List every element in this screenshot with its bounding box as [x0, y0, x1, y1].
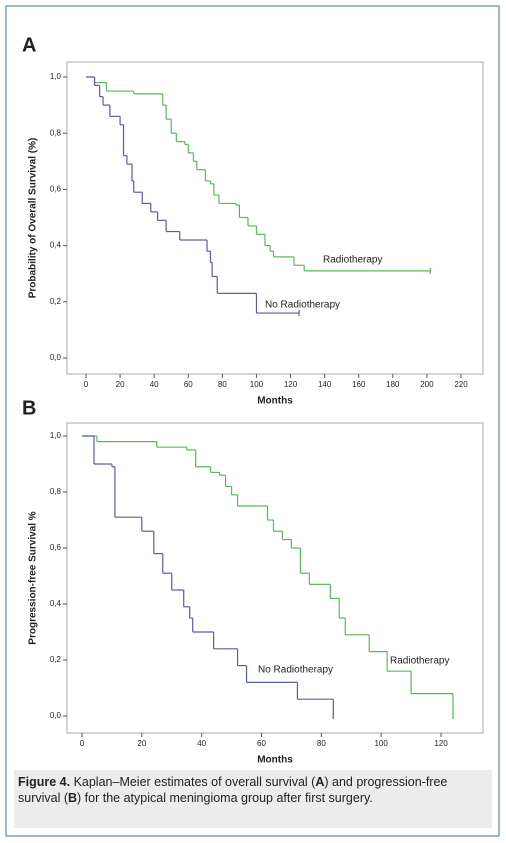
- y-tick-label: 1,0: [50, 431, 62, 440]
- y-tick-label: 0,2: [50, 655, 62, 664]
- figure-border: [5, 5, 500, 837]
- y-tick-label: 0,6: [50, 543, 62, 552]
- x-axis-label: Months: [257, 396, 293, 407]
- plot-area: [66, 61, 484, 375]
- panel-label: B: [22, 397, 36, 419]
- x-tick-label: 60: [184, 380, 193, 389]
- x-tick-label: 220: [454, 380, 468, 389]
- caption-label: Figure 4.: [18, 775, 71, 789]
- y-tick-label: 1,0: [50, 72, 62, 81]
- caption-text: ) for the atypical meningioma group afte…: [77, 791, 373, 805]
- y-tick-label: 0,0: [50, 353, 62, 362]
- x-tick-label: 60: [257, 739, 266, 748]
- caption-text: Kaplan–Meier estimates of overall surviv…: [70, 775, 316, 789]
- x-tick-label: 140: [318, 380, 332, 389]
- x-tick-label: 40: [150, 380, 159, 389]
- x-tick-label: 80: [317, 739, 326, 748]
- plot-area: [66, 422, 484, 734]
- curve-label: Radiotherapy: [390, 656, 449, 667]
- caption: Figure 4. Kaplan–Meier estimates of over…: [14, 770, 492, 828]
- y-tick-label: 0,6: [50, 185, 62, 194]
- x-tick-label: 0: [80, 739, 85, 748]
- caption-text: A: [315, 775, 325, 789]
- y-axis-label: Progression-free Survival %: [28, 511, 39, 644]
- y-tick-label: 0,8: [50, 487, 62, 496]
- x-tick-label: 100: [250, 380, 264, 389]
- x-tick-label: 0: [84, 380, 89, 389]
- x-tick-label: 120: [284, 380, 298, 389]
- x-tick-label: 80: [218, 380, 227, 389]
- curve-label: No Radiotherapy: [265, 300, 340, 311]
- x-tick-label: 180: [386, 380, 400, 389]
- x-tick-label: 160: [352, 380, 366, 389]
- y-axis-label: Probability of Overall Survival (%): [28, 138, 39, 299]
- y-tick-label: 0,0: [50, 711, 62, 720]
- y-tick-label: 0,8: [50, 128, 62, 137]
- y-tick-label: 0,4: [50, 241, 62, 250]
- x-tick-label: 200: [420, 380, 434, 389]
- x-tick-label: 20: [137, 739, 146, 748]
- y-tick-label: 0,2: [50, 297, 62, 306]
- panel-label: A: [22, 34, 36, 56]
- caption-text: B: [68, 791, 78, 805]
- x-tick-label: 40: [197, 739, 206, 748]
- curve-label: No Radiotherapy: [258, 665, 333, 676]
- curve-label: Radiotherapy: [323, 255, 382, 266]
- x-tick-label: 120: [434, 739, 448, 748]
- x-axis-label: Months: [257, 755, 293, 766]
- y-tick-label: 0,4: [50, 599, 62, 608]
- x-tick-label: 20: [116, 380, 125, 389]
- caption-text: ) and progression-free survival (: [18, 775, 448, 805]
- x-tick-label: 100: [374, 739, 388, 748]
